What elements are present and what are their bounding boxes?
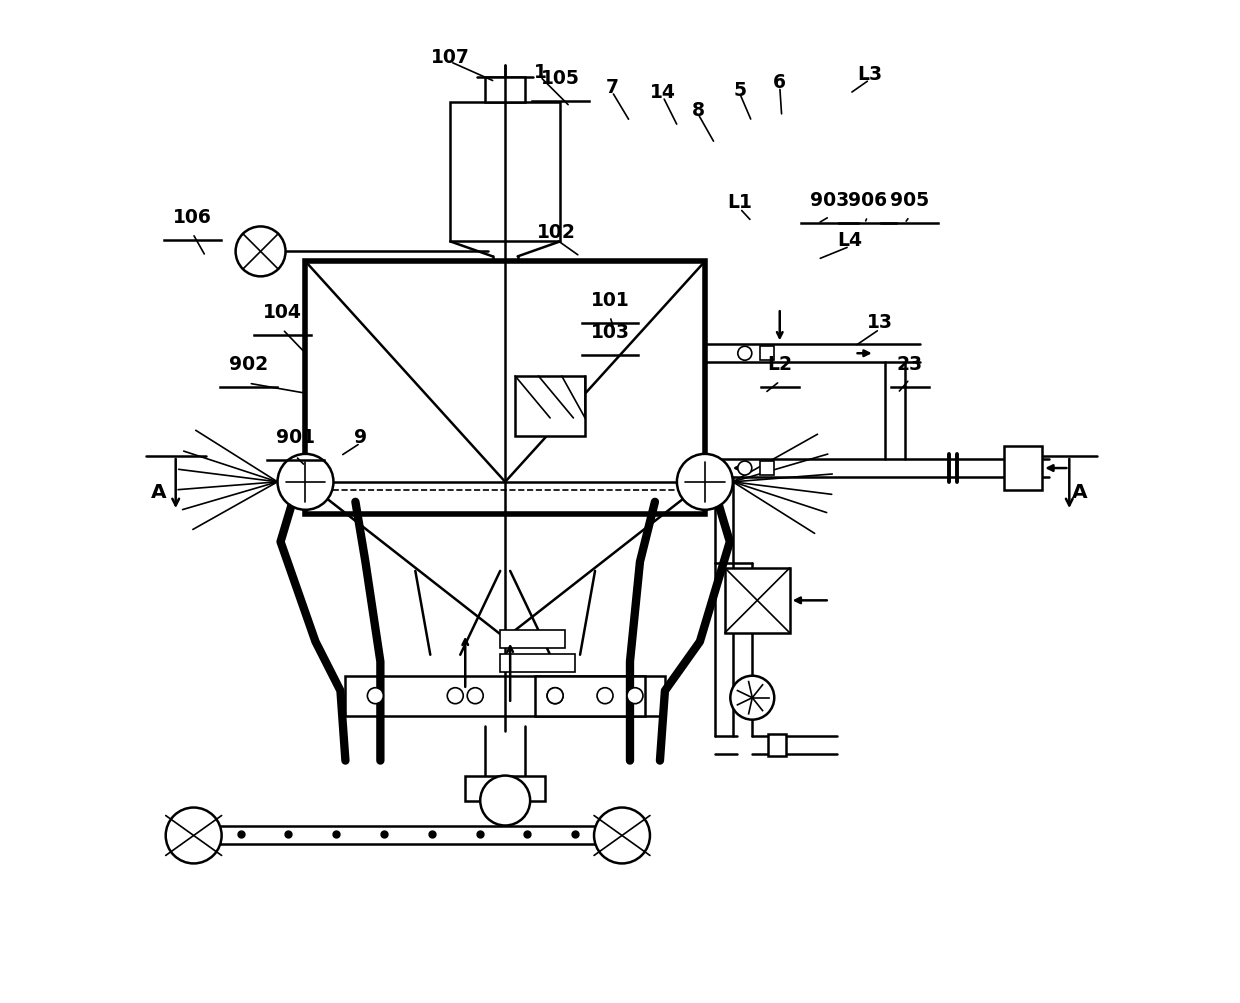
Text: 107: 107 xyxy=(430,48,470,67)
Text: A: A xyxy=(1071,482,1087,502)
Text: L3: L3 xyxy=(857,65,882,84)
Text: 104: 104 xyxy=(263,303,303,322)
Text: L4: L4 xyxy=(837,231,862,250)
Bar xyxy=(465,775,546,800)
Bar xyxy=(515,376,585,436)
Text: 9: 9 xyxy=(353,427,367,446)
Bar xyxy=(346,676,665,716)
Text: 906: 906 xyxy=(848,192,887,211)
Bar xyxy=(450,102,560,242)
Text: 13: 13 xyxy=(867,313,893,331)
Text: 7: 7 xyxy=(605,78,619,97)
Circle shape xyxy=(278,454,334,511)
Text: 905: 905 xyxy=(890,192,929,211)
Bar xyxy=(500,654,575,672)
Bar xyxy=(760,461,774,475)
Bar xyxy=(485,77,526,102)
Text: 1: 1 xyxy=(533,63,547,82)
Circle shape xyxy=(467,688,484,704)
Text: 6: 6 xyxy=(774,73,786,92)
Circle shape xyxy=(547,688,563,704)
Bar xyxy=(305,262,704,515)
Circle shape xyxy=(166,807,222,864)
Text: 902: 902 xyxy=(229,355,268,374)
Bar xyxy=(1004,446,1043,490)
Bar xyxy=(769,734,786,756)
Circle shape xyxy=(730,676,774,720)
Text: 102: 102 xyxy=(537,223,575,242)
Circle shape xyxy=(738,461,751,475)
Text: 101: 101 xyxy=(590,291,630,310)
Circle shape xyxy=(677,454,733,511)
Text: 106: 106 xyxy=(174,209,212,228)
Text: A: A xyxy=(151,482,166,502)
Text: L1: L1 xyxy=(728,193,753,212)
Bar xyxy=(536,676,645,716)
Circle shape xyxy=(594,807,650,864)
Text: 105: 105 xyxy=(541,68,579,87)
Text: 903: 903 xyxy=(810,192,849,211)
Bar xyxy=(725,569,790,633)
Circle shape xyxy=(480,775,531,825)
Circle shape xyxy=(448,688,464,704)
Circle shape xyxy=(236,228,285,277)
Bar xyxy=(760,347,774,361)
Text: 5: 5 xyxy=(733,81,746,100)
Bar xyxy=(500,630,565,648)
Text: 14: 14 xyxy=(650,83,676,102)
Text: 8: 8 xyxy=(692,101,704,120)
Text: 901: 901 xyxy=(277,427,315,446)
Text: 23: 23 xyxy=(897,355,923,374)
Circle shape xyxy=(367,688,383,704)
Circle shape xyxy=(627,688,644,704)
Text: 103: 103 xyxy=(590,323,630,342)
Circle shape xyxy=(738,347,751,361)
Circle shape xyxy=(547,688,563,704)
Text: L2: L2 xyxy=(768,355,792,374)
Circle shape xyxy=(596,688,613,704)
